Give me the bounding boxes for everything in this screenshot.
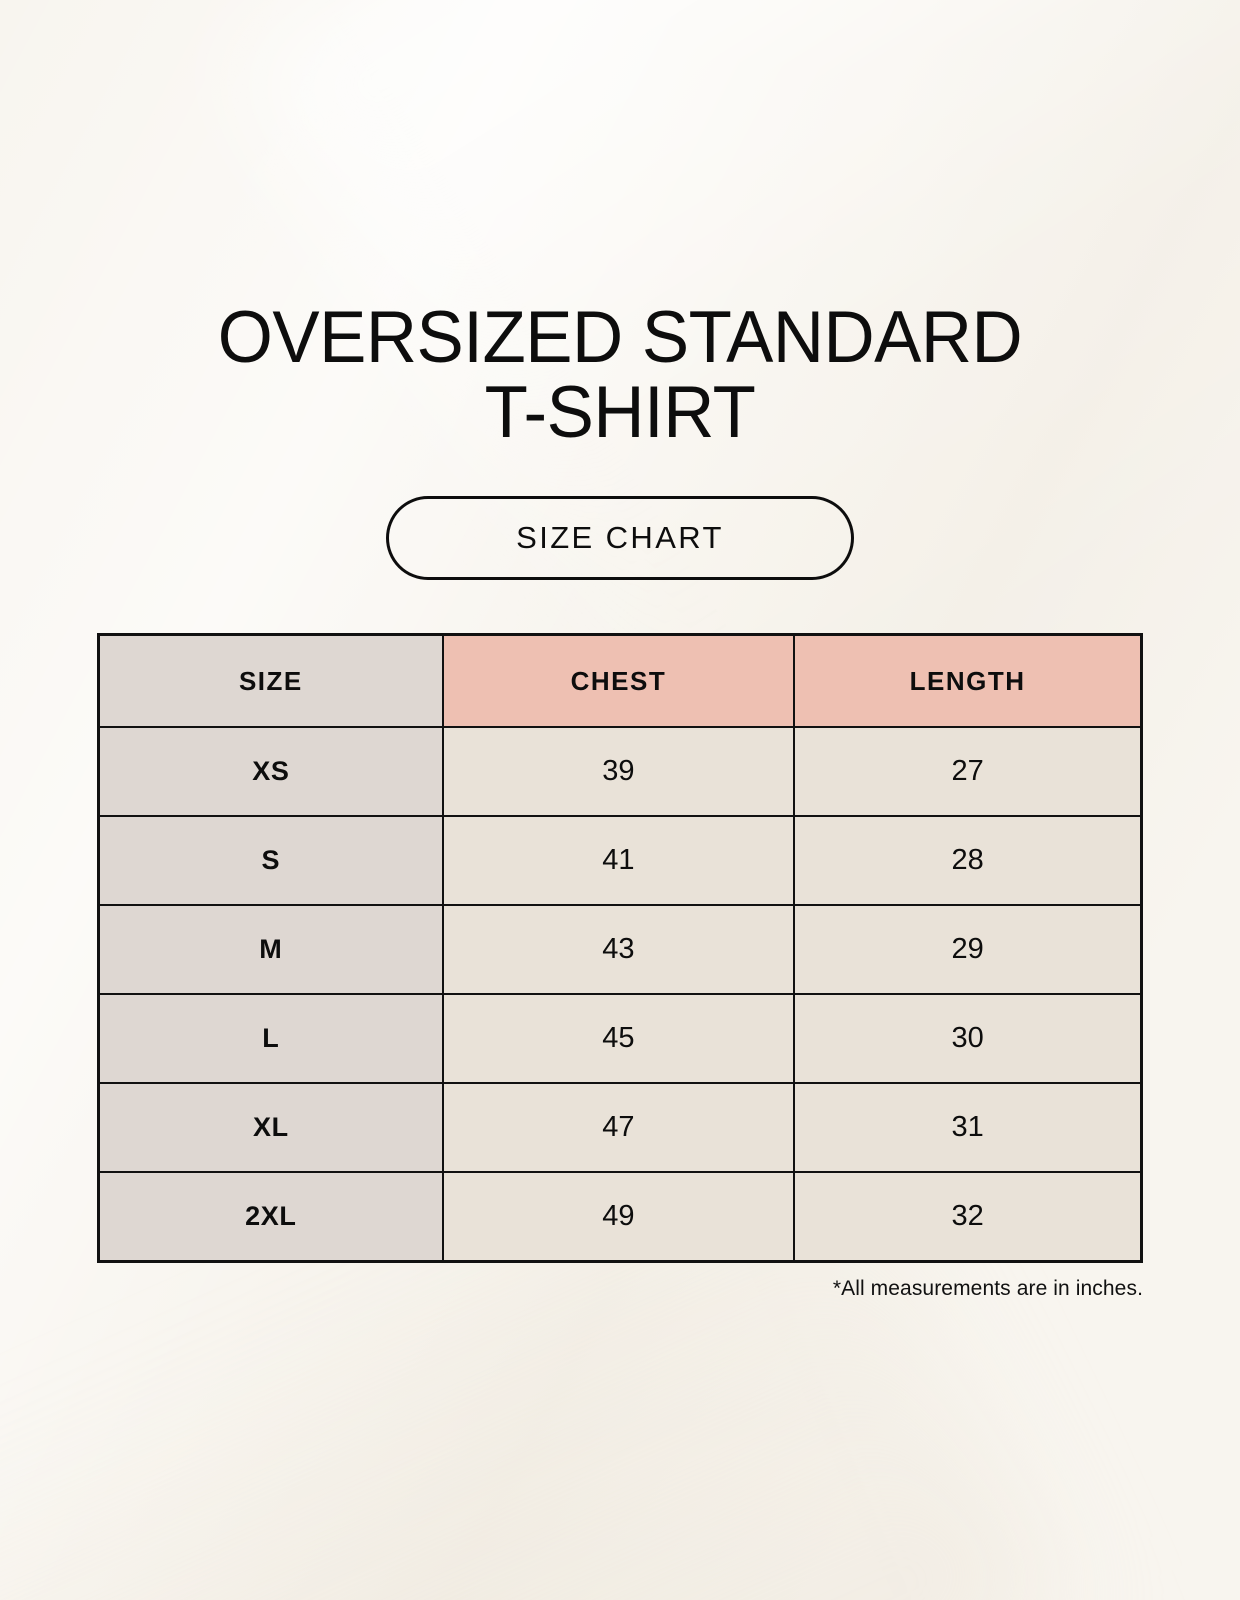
cell-chest: 49: [441, 1171, 796, 1263]
cell-length: 28: [793, 815, 1143, 907]
table-header: SIZE CHEST LENGTH: [97, 633, 1143, 729]
cell-length: 31: [793, 1082, 1143, 1174]
cell-chest: 39: [441, 726, 796, 818]
table-row: L 45 30: [97, 993, 1143, 1085]
size-chart-badge: SIZE CHART: [386, 496, 854, 581]
cell-chest: 41: [441, 815, 796, 907]
table-row: XS 39 27: [97, 726, 1143, 818]
cell-length: 32: [793, 1171, 1143, 1263]
cell-chest: 47: [441, 1082, 796, 1174]
size-table-container: SIZE CHEST LENGTH XS 39 27 S 41 28: [97, 633, 1143, 1264]
badge-container: SIZE CHART: [0, 496, 1240, 581]
cell-size: 2XL: [97, 1171, 444, 1263]
content-area: OVERSIZED STANDARD T-SHIRT SIZE CHART SI…: [0, 0, 1240, 1301]
column-header-chest: CHEST: [441, 633, 796, 729]
page-title: OVERSIZED STANDARD T-SHIRT: [19, 0, 1222, 454]
table-row: S 41 28: [97, 815, 1143, 907]
page-title-line-2: T-SHIRT: [484, 372, 756, 454]
size-chart-table: SIZE CHEST LENGTH XS 39 27 S 41 28: [97, 633, 1143, 1264]
measurement-note: *All measurements are in inches.: [832, 1277, 1143, 1301]
cell-size: L: [97, 993, 444, 1085]
table-row: XL 47 31: [97, 1082, 1143, 1174]
cell-size: M: [97, 904, 444, 996]
page-title-line-1: OVERSIZED STANDARD: [217, 297, 1023, 378]
table-row: 2XL 49 32: [97, 1171, 1143, 1263]
cell-size: XS: [97, 726, 444, 818]
cell-length: 29: [793, 904, 1143, 996]
table-body: XS 39 27 S 41 28 M 43 29 L: [97, 726, 1143, 1263]
column-header-length: LENGTH: [793, 633, 1143, 729]
cell-length: 27: [793, 726, 1143, 818]
cell-length: 30: [793, 993, 1143, 1085]
table-row: M 43 29: [97, 904, 1143, 996]
cell-size: S: [97, 815, 444, 907]
table-header-row: SIZE CHEST LENGTH: [97, 633, 1143, 729]
cell-chest: 45: [441, 993, 796, 1085]
column-header-size: SIZE: [97, 633, 444, 729]
cell-size: XL: [97, 1082, 444, 1174]
cell-chest: 43: [441, 904, 796, 996]
